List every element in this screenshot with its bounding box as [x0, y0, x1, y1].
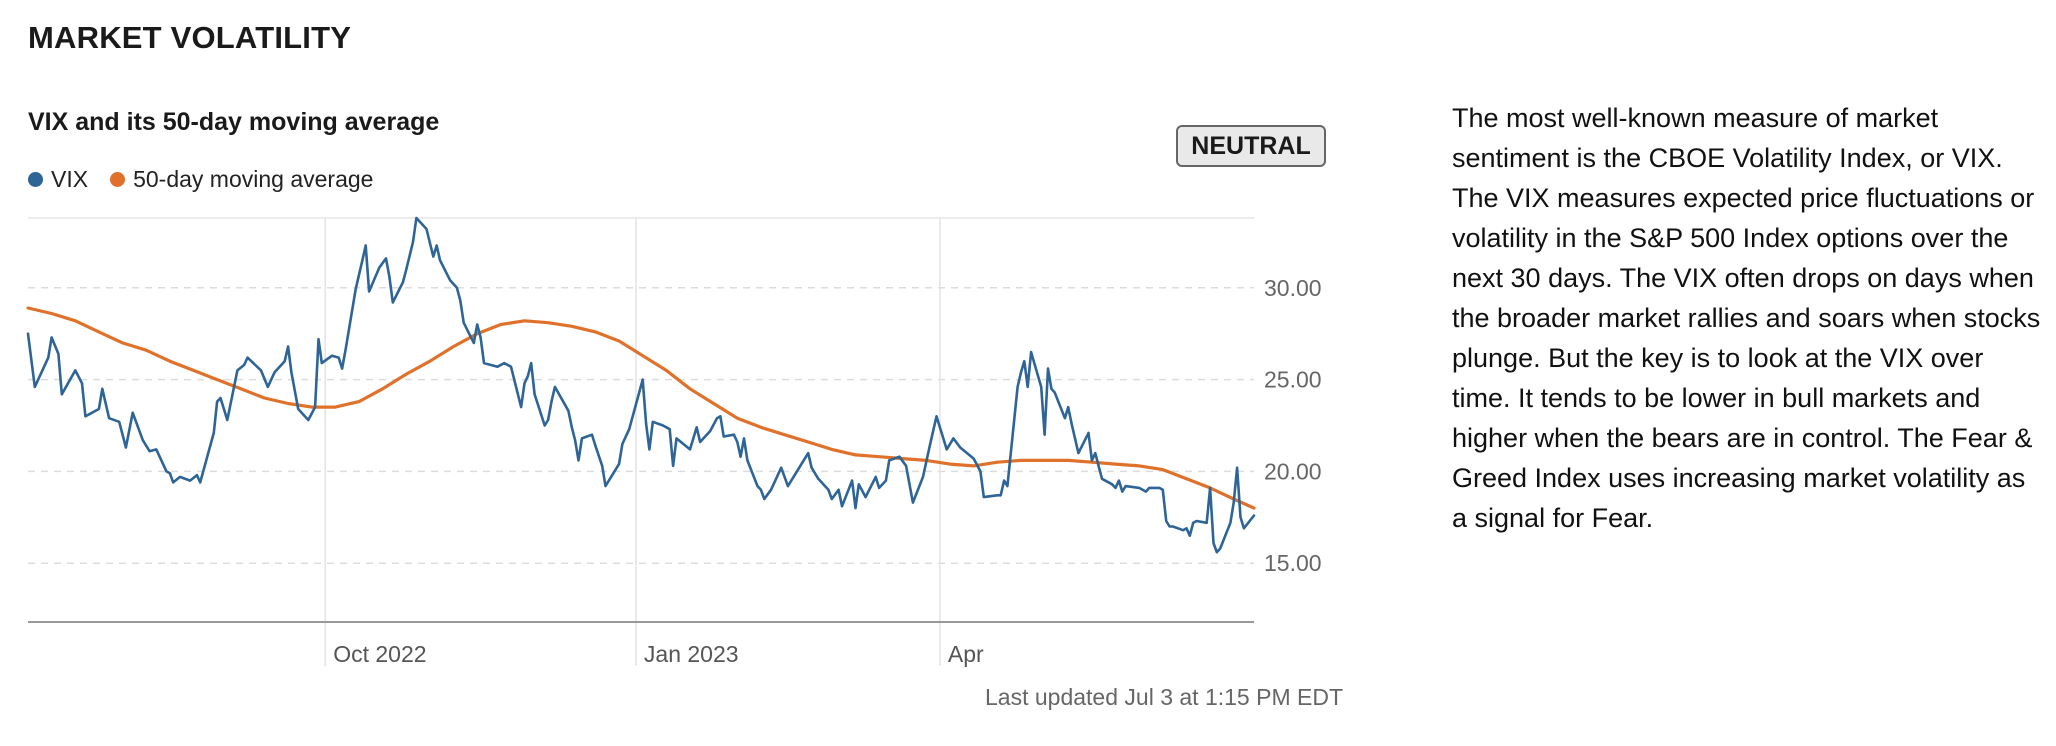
chart-legend: VIX 50-day moving average: [28, 166, 373, 193]
y-tick-label: 25.00: [1264, 367, 1322, 393]
sentiment-badge: NEUTRAL: [1176, 125, 1326, 167]
legend-item-vix: VIX: [28, 166, 88, 193]
vix-line-chart: 15.00 20.00 25.00 30.00 Oct 2022 Jan 2023 Apr: [26, 216, 1322, 667]
description-text: The most well-known measure of market se…: [1452, 103, 2041, 533]
last-updated-text: Last updated Jul 3 at 1:15 PM EDT: [985, 684, 1343, 710]
section-title: MARKET VOLATILITY: [28, 20, 352, 55]
legend-dot-moving-average: [110, 172, 126, 187]
chart-title: VIX and its 50-day moving average: [28, 108, 440, 136]
y-tick-label: 20.00: [1264, 458, 1322, 484]
x-tick-label: Apr: [948, 641, 984, 667]
legend-label-vix: VIX: [51, 166, 89, 192]
legend-label-moving-average: 50-day moving average: [133, 166, 374, 192]
y-tick-label: 30.00: [1264, 275, 1322, 301]
x-tick-label: Oct 2022: [333, 641, 426, 667]
vix-series-line: [26, 216, 1256, 554]
legend-item-moving-average: 50-day moving average: [110, 166, 373, 193]
moving-average-series-line: [26, 306, 1256, 510]
x-tick-label: Jan 2023: [644, 641, 739, 667]
y-tick-label: 15.00: [1264, 550, 1322, 576]
legend-dot-vix: [28, 172, 43, 187]
